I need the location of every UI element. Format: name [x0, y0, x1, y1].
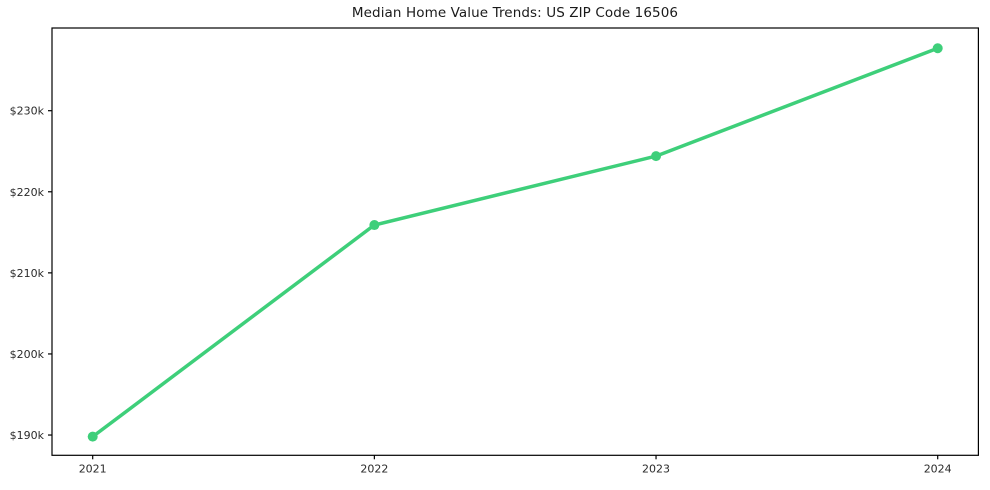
x-axis-tick-label: 2022	[360, 462, 388, 475]
x-axis-tick-label: 2024	[924, 462, 952, 475]
y-axis-tick-label: $220k	[10, 186, 45, 199]
data-line	[90, 46, 940, 439]
x-axis-tick-label: 2023	[642, 462, 670, 475]
data-point	[932, 43, 943, 54]
data-point	[369, 220, 380, 231]
y-axis-tick-label: $190k	[10, 429, 45, 442]
y-axis-tick-label: $200k	[10, 348, 45, 361]
plot-border	[51, 27, 980, 456]
y-axis-tick-label: $230k	[10, 105, 45, 118]
data-point	[651, 151, 662, 162]
x-axis-tick-label: 2021	[79, 462, 107, 475]
y-axis-tick-label: $210k	[10, 267, 45, 280]
chart-title: Median Home Value Trends: US ZIP Code 16…	[351, 5, 679, 21]
data-point	[87, 431, 98, 442]
